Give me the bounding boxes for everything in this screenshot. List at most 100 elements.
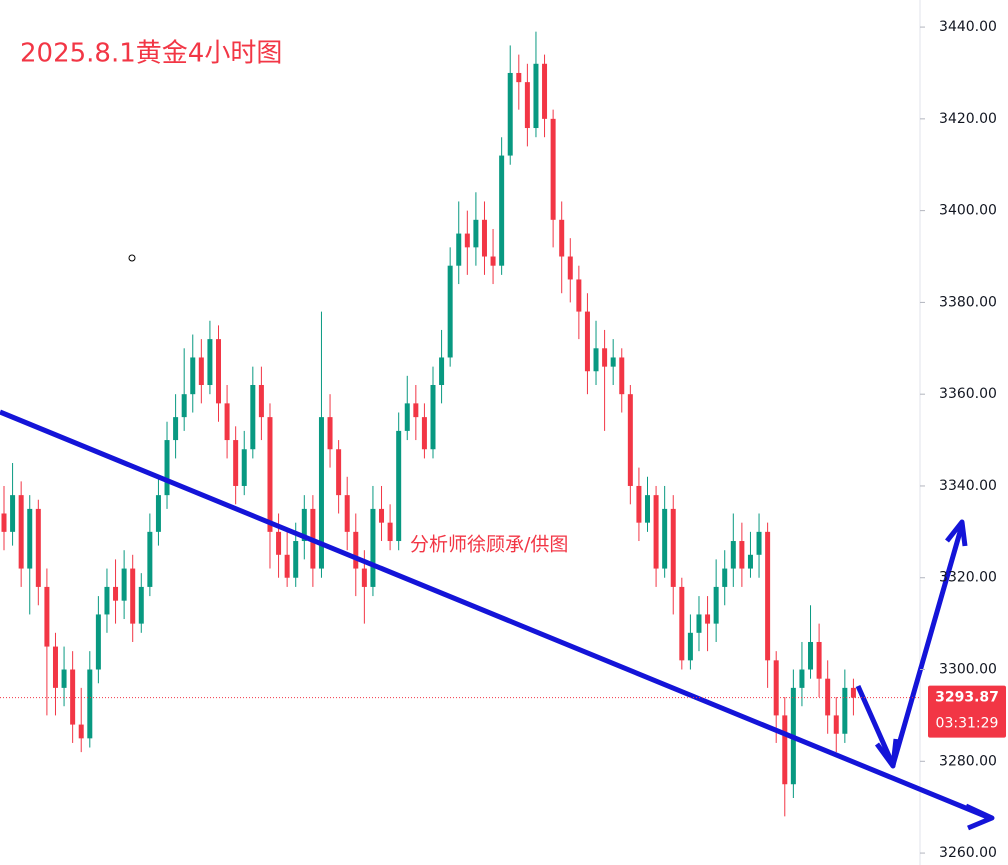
candle-body bbox=[533, 63, 539, 129]
y-tick-label: 3300.00 bbox=[939, 662, 997, 678]
candles bbox=[1, 31, 856, 817]
candle-body bbox=[430, 385, 436, 450]
candle-body bbox=[559, 219, 565, 257]
candle-body bbox=[627, 394, 633, 486]
candle-body bbox=[447, 265, 453, 358]
candle-body bbox=[550, 118, 556, 220]
candle-body bbox=[687, 632, 693, 661]
candle-body bbox=[619, 357, 625, 395]
candle-body bbox=[301, 508, 307, 542]
candle-body bbox=[808, 641, 814, 670]
candle-body bbox=[121, 568, 127, 601]
candle-body bbox=[602, 348, 608, 367]
candle-body bbox=[662, 508, 668, 569]
candle-body bbox=[44, 586, 50, 647]
candle-body bbox=[816, 641, 822, 679]
candle-body bbox=[327, 417, 333, 450]
candle-body bbox=[224, 403, 230, 441]
candle-body bbox=[833, 715, 839, 734]
candle-body bbox=[35, 508, 41, 587]
candle-body bbox=[52, 646, 58, 688]
candle-body bbox=[439, 357, 445, 386]
candle-body bbox=[593, 348, 599, 372]
candle-body bbox=[379, 508, 385, 523]
candle-body bbox=[10, 495, 16, 532]
candle-body bbox=[78, 724, 84, 739]
candle-body bbox=[353, 531, 359, 569]
candle-body bbox=[361, 568, 367, 587]
candle-body bbox=[825, 678, 831, 716]
candle-body bbox=[773, 660, 779, 716]
candle-body bbox=[670, 508, 676, 587]
candle-body bbox=[173, 417, 179, 441]
candle-body bbox=[850, 687, 856, 698]
candle-body bbox=[516, 72, 522, 83]
candle-body bbox=[190, 357, 196, 395]
candle-body bbox=[1, 513, 7, 532]
candle-body bbox=[584, 311, 590, 372]
candle-body bbox=[27, 508, 33, 569]
candle-body bbox=[233, 440, 239, 486]
candle-body bbox=[464, 233, 470, 248]
candle-body bbox=[267, 417, 273, 532]
y-tick-label: 3420.00 bbox=[939, 111, 997, 127]
candle-body bbox=[404, 403, 410, 431]
candle-body bbox=[284, 554, 290, 578]
candle-body bbox=[241, 449, 247, 486]
candle-body bbox=[18, 495, 24, 569]
chart-title: 2025.8.1黄金4小时图 bbox=[20, 39, 282, 69]
candle-body bbox=[576, 279, 582, 312]
candle-body bbox=[730, 541, 736, 569]
candle-body bbox=[507, 72, 513, 156]
candle-body bbox=[138, 586, 144, 624]
candle-body bbox=[542, 63, 548, 119]
candle-body bbox=[276, 531, 282, 555]
candle-body bbox=[344, 495, 350, 532]
candle-body bbox=[421, 417, 427, 450]
arrow-head bbox=[874, 738, 899, 769]
candle-body bbox=[713, 586, 719, 624]
last-price-label: 3293.87 bbox=[935, 690, 999, 706]
candle-body bbox=[481, 219, 487, 257]
countdown-label: 03:31:29 bbox=[936, 716, 999, 732]
arrow-head bbox=[945, 519, 968, 547]
candle-body bbox=[61, 669, 67, 688]
candle-body bbox=[147, 531, 153, 587]
candle-body bbox=[87, 669, 93, 739]
candle-body bbox=[610, 357, 616, 367]
candle-body bbox=[104, 586, 110, 615]
candle-body bbox=[413, 403, 419, 418]
candle-body bbox=[705, 614, 711, 624]
candle-body bbox=[456, 233, 462, 266]
y-tick-label: 3340.00 bbox=[939, 478, 997, 494]
candle-body bbox=[747, 554, 753, 569]
candle-body bbox=[387, 522, 393, 542]
candle-body bbox=[722, 568, 728, 587]
marker-circle bbox=[128, 254, 136, 262]
y-tick-label: 3360.00 bbox=[939, 386, 997, 402]
candle-body bbox=[216, 339, 221, 404]
candle-body bbox=[318, 417, 324, 569]
arrow-head bbox=[964, 803, 995, 831]
candle-body bbox=[765, 531, 771, 661]
candle-body bbox=[567, 256, 573, 280]
candle-body bbox=[396, 430, 402, 542]
candle-body bbox=[636, 485, 642, 523]
candle-body bbox=[524, 82, 530, 129]
candle-body bbox=[155, 495, 161, 532]
candle-body bbox=[645, 495, 650, 523]
y-tick-label: 3380.00 bbox=[939, 294, 997, 310]
candle-body bbox=[130, 568, 136, 624]
candle-body bbox=[782, 715, 788, 785]
y-tick-label: 3440.00 bbox=[939, 19, 997, 35]
candle-body bbox=[370, 508, 376, 587]
candle-body bbox=[207, 339, 213, 386]
candle-body bbox=[499, 155, 505, 266]
candle-body bbox=[679, 586, 685, 661]
candle-body bbox=[181, 394, 187, 418]
candle-body bbox=[113, 586, 119, 601]
candle-body bbox=[336, 449, 342, 496]
last-price-badge bbox=[928, 685, 1006, 738]
